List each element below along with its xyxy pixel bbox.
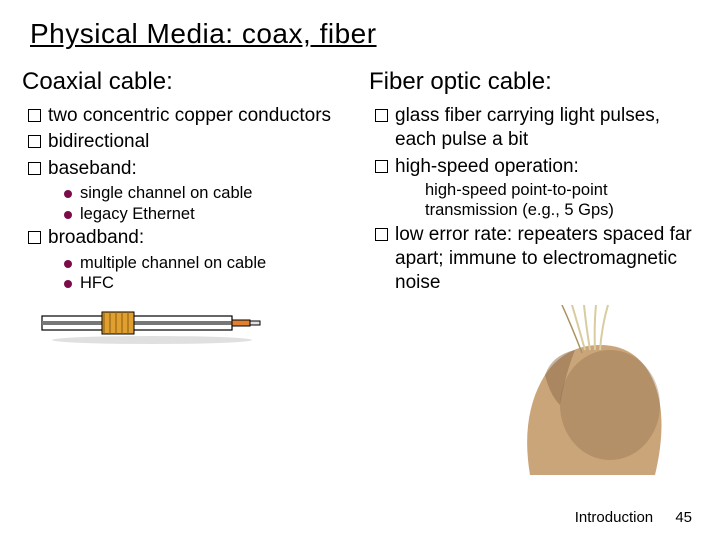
footer-page: 45	[675, 509, 692, 526]
coax-cable-icon	[32, 300, 351, 351]
left-list: two concentric copper conductors bidirec…	[22, 104, 351, 294]
sub-item: multiple channel on cable	[64, 253, 351, 274]
fiber-hand-icon	[490, 305, 690, 480]
footer: Introduction 45	[575, 509, 692, 526]
list-item: baseband: single channel on cable legacy…	[28, 157, 351, 225]
right-heading: Fiber optic cable:	[369, 68, 698, 96]
list-item: bidirectional	[28, 130, 351, 154]
list-item: glass fiber carrying light pulses, each …	[375, 104, 698, 153]
item-text: glass fiber carrying light pulses, each …	[395, 105, 660, 150]
item-text: high-speed operation:	[395, 156, 579, 177]
sub-item: legacy Ethernet	[64, 204, 351, 225]
list-item: high-speed operation: high-speed point-t…	[375, 155, 698, 221]
slide: Physical Media: coax, fiber Coaxial cabl…	[0, 0, 720, 540]
slide-title: Physical Media: coax, fiber	[30, 18, 698, 50]
list-item: low error rate: repeaters spaced far apa…	[375, 223, 698, 296]
right-list: glass fiber carrying light pulses, each …	[369, 104, 698, 295]
sub-list: multiple channel on cable HFC	[48, 253, 351, 294]
item-text: broadband:	[48, 227, 144, 248]
list-item: two concentric copper conductors	[28, 104, 351, 128]
item-text: low error rate: repeaters spaced far apa…	[395, 224, 692, 294]
item-text: bidirectional	[48, 131, 149, 152]
sub-list: single channel on cable legacy Ethernet	[48, 183, 351, 224]
left-heading: Coaxial cable:	[22, 68, 351, 96]
footer-section: Introduction	[575, 509, 653, 526]
item-note: high-speed point-to-point transmission (…	[425, 181, 698, 221]
left-column: Coaxial cable: two concentric copper con…	[22, 68, 351, 351]
sub-item: single channel on cable	[64, 183, 351, 204]
sub-item: HFC	[64, 273, 351, 294]
list-item: broadband: multiple channel on cable HFC	[28, 226, 351, 294]
item-text: baseband:	[48, 158, 137, 179]
item-text: two concentric copper conductors	[48, 105, 331, 126]
